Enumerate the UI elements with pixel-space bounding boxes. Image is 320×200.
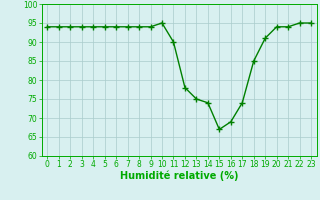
X-axis label: Humidité relative (%): Humidité relative (%): [120, 171, 238, 181]
